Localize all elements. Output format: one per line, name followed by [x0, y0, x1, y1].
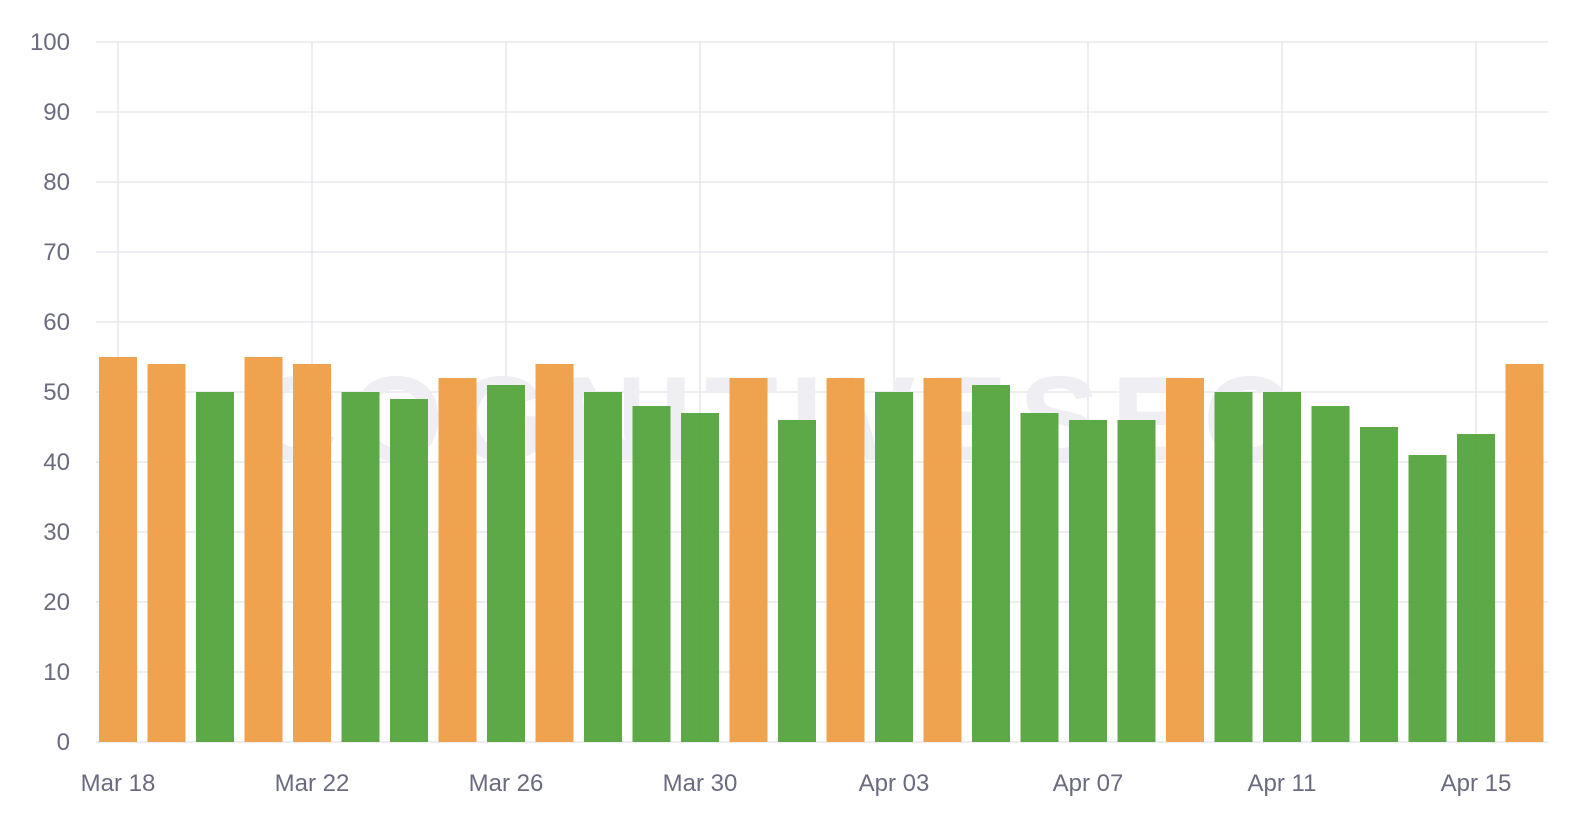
bar: [1020, 413, 1059, 742]
bar: [681, 413, 719, 742]
y-tick-label: 40: [43, 449, 70, 476]
bar: [778, 420, 816, 742]
bar: [147, 364, 186, 742]
bar: [1214, 392, 1253, 742]
x-tick-label: Mar 30: [663, 770, 738, 797]
y-tick-label: 60: [43, 309, 70, 336]
y-tick-label: 0: [57, 729, 70, 756]
bar: [1360, 427, 1398, 742]
bar: [584, 392, 622, 742]
bar: [923, 378, 962, 742]
bar: [244, 357, 283, 742]
bar: [1166, 378, 1204, 742]
bar: [390, 399, 428, 742]
x-tick-label: Mar 18: [81, 770, 156, 797]
x-axis-tick-labels: Mar 18 Mar 22 Mar 26 Mar 30 Apr 03 Apr 07 Apr …: [81, 770, 1512, 797]
bar: [1457, 434, 1495, 742]
bar: [632, 406, 671, 742]
y-axis-tick-labels: 0 10 20 30 40 50 60 70 80 90 100: [30, 29, 70, 756]
bar: [1505, 364, 1544, 742]
bar: [972, 385, 1010, 742]
y-tick-label: 50: [43, 379, 70, 406]
bar: [438, 378, 477, 742]
y-tick-label: 90: [43, 99, 70, 126]
bar: [1311, 406, 1350, 742]
bars: [99, 357, 1544, 742]
y-tick-label: 70: [43, 239, 70, 266]
bar: [99, 357, 137, 742]
x-tick-label: Mar 26: [469, 770, 544, 797]
bar: [826, 378, 865, 742]
y-tick-label: 30: [43, 519, 70, 546]
y-tick-label: 20: [43, 589, 70, 616]
x-tick-label: Mar 22: [275, 770, 350, 797]
bar: [341, 392, 380, 742]
y-tick-label: 80: [43, 169, 70, 196]
bar: [1263, 392, 1301, 742]
x-tick-label: Apr 15: [1441, 770, 1512, 797]
bar: [293, 364, 331, 742]
bar: [1117, 420, 1156, 742]
bar: [875, 392, 913, 742]
x-tick-label: Apr 07: [1053, 770, 1124, 797]
bar: [729, 378, 768, 742]
bar: [535, 364, 574, 742]
y-tick-label: 10: [43, 659, 70, 686]
bar: [196, 392, 234, 742]
y-tick-label: 100: [30, 29, 70, 56]
bar: [1069, 420, 1107, 742]
x-tick-label: Apr 11: [1248, 770, 1317, 797]
bar: [487, 385, 525, 742]
x-tick-label: Apr 03: [859, 770, 930, 797]
bar: [1408, 455, 1447, 742]
